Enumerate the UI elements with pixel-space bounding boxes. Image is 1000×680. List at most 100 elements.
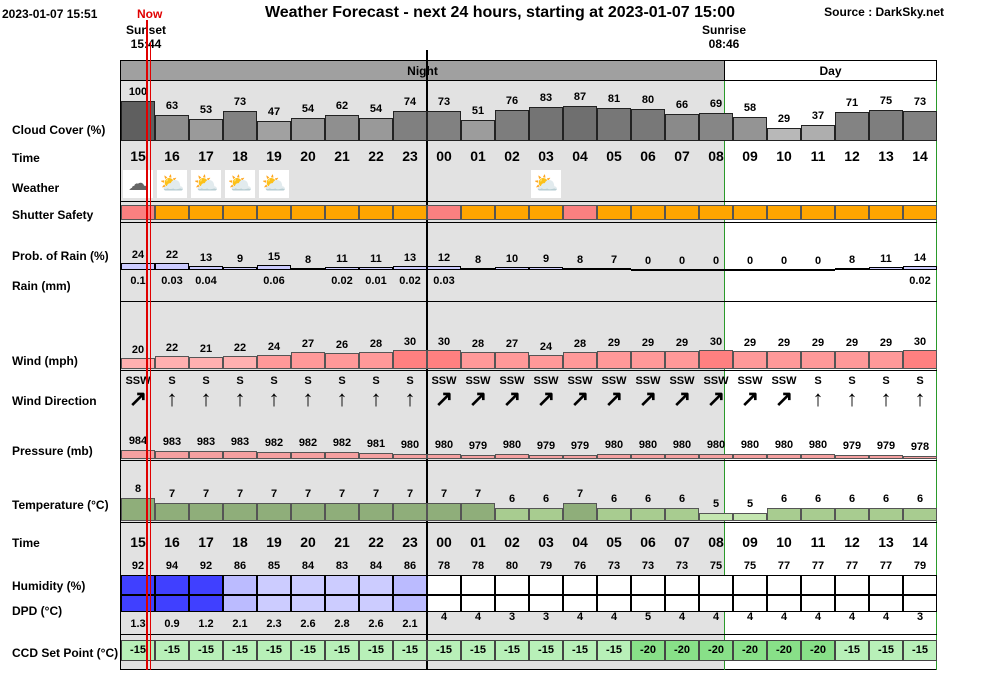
- pressure-value: 979: [876, 440, 896, 452]
- temperature-value: 6: [882, 493, 890, 505]
- humidity-value: 84: [301, 560, 315, 572]
- temperature-value: 7: [474, 488, 482, 500]
- prob-rain-bar: [835, 268, 869, 270]
- humidity-cell: [223, 575, 257, 595]
- dpd-value: 4: [610, 611, 618, 623]
- humidity-cell: [461, 575, 495, 595]
- temperature-bar: [155, 503, 189, 521]
- temperature-bar: [495, 508, 529, 521]
- pressure-bar: [461, 455, 495, 459]
- prob-rain-bar: [631, 269, 665, 271]
- hour-label: 21: [334, 534, 350, 550]
- dpd-cell: [359, 595, 393, 612]
- wind-arrow-icon: ↗: [774, 386, 794, 411]
- hour-label: 09: [742, 534, 758, 550]
- pressure-value: 984: [128, 435, 148, 447]
- sunrise-marker: Sunrise 08:46: [694, 23, 754, 51]
- source-label: Source : DarkSky.net: [824, 5, 944, 19]
- hour-label: 10: [776, 534, 792, 550]
- label-pressure: Pressure (mb): [12, 444, 93, 458]
- ccd-value: -15: [232, 644, 248, 656]
- ccd-value: -15: [266, 644, 282, 656]
- wind-direction-value: S: [304, 375, 312, 387]
- pressure-value: 981: [366, 438, 386, 450]
- right-edge-line: [936, 81, 937, 670]
- ccd-cell: [903, 640, 937, 661]
- prob-rain-bar: [733, 269, 767, 271]
- cloud-cover-value: 37: [811, 110, 825, 122]
- prob-rain-bar: [699, 269, 733, 271]
- prob-rain-value: 0: [780, 255, 788, 267]
- label-shutter-safety: Shutter Safety: [12, 208, 94, 222]
- dpd-cell: [393, 595, 427, 612]
- temperature-value: 6: [916, 493, 924, 505]
- cloud-cover-value: 58: [743, 102, 757, 114]
- shutter-safety-cell: [155, 205, 189, 220]
- wind-arrow-icon: ↑: [336, 386, 348, 411]
- wind-arrow-icon: ↑: [914, 386, 926, 411]
- wind-bar: [359, 352, 393, 369]
- pressure-value: 979: [570, 440, 590, 452]
- separator: [120, 201, 937, 202]
- ccd-value: -15: [912, 644, 928, 656]
- hour-label: 03: [538, 534, 554, 550]
- hour-label: 03: [538, 148, 554, 164]
- partly-cloudy-moon-icon: ⛅: [531, 170, 561, 198]
- rain-value: 0.02: [331, 275, 353, 287]
- temperature-value: 7: [338, 488, 346, 500]
- temperature-value: 7: [168, 488, 176, 500]
- prob-rain-value: 12: [437, 252, 451, 264]
- prob-rain-bar: [325, 267, 359, 270]
- dpd-value: 4: [814, 611, 822, 623]
- dpd-cell: [665, 595, 699, 612]
- prob-rain-value: 24: [131, 249, 145, 261]
- dpd-value: 3: [916, 611, 924, 623]
- shutter-safety-cell: [393, 205, 427, 220]
- cloud-cover-value: 54: [369, 103, 383, 115]
- pressure-value: 980: [706, 439, 726, 451]
- wind-value: 24: [267, 341, 281, 353]
- humidity-value: 94: [165, 560, 179, 572]
- temperature-bar: [767, 508, 801, 521]
- separator: [120, 301, 937, 302]
- wind-arrow-icon: ↑: [302, 386, 314, 411]
- pressure-bar: [631, 454, 665, 459]
- wind-bar: [121, 358, 155, 369]
- pressure-bar: [257, 452, 291, 459]
- pressure-bar: [393, 454, 427, 459]
- temperature-value: 7: [576, 488, 584, 500]
- partly-cloudy-moon-icon: ⛅: [191, 170, 221, 198]
- dpd-cell: [597, 595, 631, 612]
- prob-rain-bar: [223, 267, 257, 270]
- temperature-value: 5: [712, 498, 720, 510]
- label-wind: Wind (mph): [12, 354, 78, 368]
- pressure-bar: [903, 456, 937, 459]
- humidity-value: 75: [743, 560, 757, 572]
- temperature-bar: [427, 503, 461, 521]
- wind-bar: [461, 352, 495, 369]
- prob-rain-value: 8: [848, 254, 856, 266]
- dpd-cell: [801, 595, 835, 612]
- prob-rain-bar: [801, 269, 835, 271]
- ccd-value: -15: [368, 644, 384, 656]
- cloud-cover-value: 69: [709, 98, 723, 110]
- prob-rain-value: 13: [199, 252, 213, 264]
- dpd-value: 4: [780, 611, 788, 623]
- hour-label: 05: [606, 534, 622, 550]
- humidity-cell: [835, 575, 869, 595]
- ccd-value: -15: [402, 644, 418, 656]
- humidity-value: 73: [641, 560, 655, 572]
- temperature-value: 7: [202, 488, 210, 500]
- cloud-cover-bar: [121, 101, 155, 141]
- wind-value: 27: [505, 338, 519, 350]
- pressure-value: 978: [910, 441, 930, 453]
- dpd-value: 1.2: [198, 618, 214, 630]
- rain-value: 0.02: [909, 275, 931, 287]
- hour-label: 22: [368, 148, 384, 164]
- shutter-safety-cell: [665, 205, 699, 220]
- wind-bar: [767, 351, 801, 369]
- humidity-value: 77: [811, 560, 825, 572]
- shutter-safety-cell: [223, 205, 257, 220]
- cloud-cover-bar: [699, 113, 733, 141]
- temperature-bar: [665, 508, 699, 521]
